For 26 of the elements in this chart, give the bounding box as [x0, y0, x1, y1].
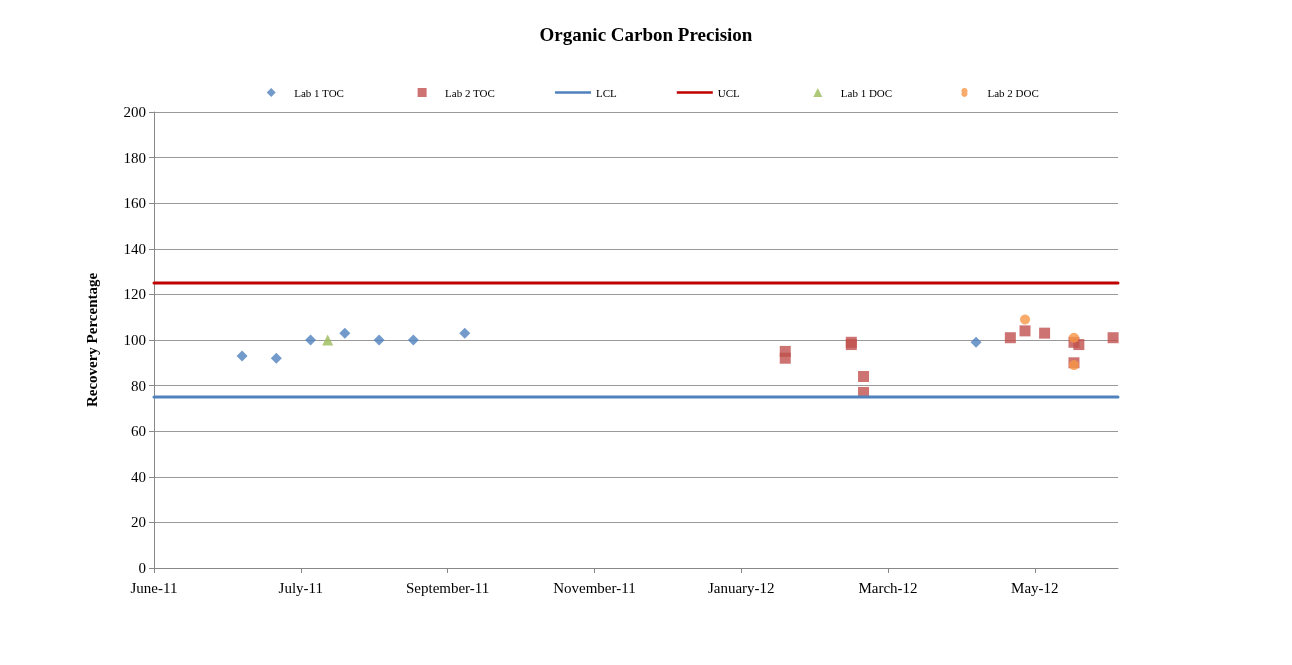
y-tick-label: 60	[131, 423, 146, 440]
y-tick-label: 180	[123, 149, 146, 166]
y-tick-label: 140	[123, 240, 146, 257]
x-tick-label: June-11	[130, 579, 178, 596]
y-tick-label: 40	[131, 468, 146, 485]
x-tick-label: November-11	[553, 579, 636, 596]
y-tick-label: 20	[131, 514, 146, 531]
legend-label: UCL	[717, 86, 741, 99]
legend-label: Lab 1 TOC	[294, 86, 344, 99]
x-tick-label: May-12	[1011, 579, 1059, 596]
y-tick-label: 80	[131, 377, 146, 394]
legend-label: Lab 1 DOC	[840, 86, 893, 99]
y-tick-label: 120	[123, 286, 146, 303]
y-tick-label: 200	[123, 104, 146, 120]
x-tick-label: July-11	[278, 579, 324, 596]
legend-label: Lab 2 DOC	[987, 86, 1039, 99]
y-tick-label: 160	[123, 195, 146, 212]
legend-label: Lab 2 TOC	[445, 86, 495, 99]
chart-title: Organic Carbon Precision	[539, 24, 753, 45]
legend-label: LCL	[596, 86, 618, 99]
x-tick-label: January-12	[707, 579, 775, 596]
y-axis-title: Recovery Percentage	[83, 272, 100, 408]
y-tick-label: 0	[138, 560, 146, 576]
y-tick-label: 100	[123, 332, 146, 348]
x-tick-label: March-12	[858, 579, 918, 596]
x-tick-label: September-11	[405, 579, 490, 596]
